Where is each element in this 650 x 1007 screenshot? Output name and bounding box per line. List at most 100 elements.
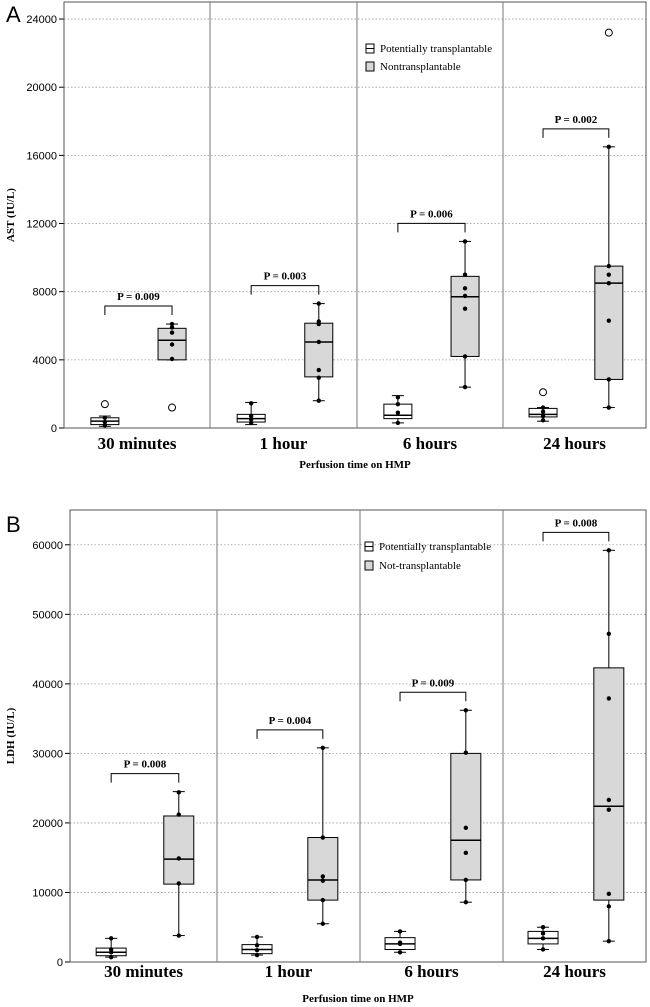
box-body bbox=[450, 752, 482, 881]
data-point bbox=[254, 934, 260, 940]
data-point bbox=[169, 330, 175, 335]
data-point bbox=[606, 405, 612, 410]
x-axis-label: Perfusion time on HMP bbox=[299, 459, 411, 471]
data-point bbox=[463, 899, 469, 905]
p-value-bracket: P = 0.006 bbox=[397, 208, 466, 233]
data-point bbox=[395, 395, 401, 400]
x-category-label: 24 hours bbox=[543, 434, 606, 453]
data-point bbox=[462, 354, 468, 359]
data-point bbox=[320, 745, 326, 751]
data-point bbox=[316, 375, 321, 380]
y-tick-label: 8000 bbox=[33, 287, 57, 299]
data-point bbox=[248, 417, 254, 422]
x-category-label: 1 hour bbox=[265, 962, 313, 981]
box-transplantable bbox=[527, 925, 559, 952]
p-value-bracket: P = 0.008 bbox=[110, 759, 180, 783]
data-point bbox=[320, 897, 326, 903]
bracket-line bbox=[399, 691, 467, 702]
bracket-line bbox=[250, 285, 320, 295]
data-point bbox=[320, 921, 326, 926]
y-tick-label: 50000 bbox=[32, 609, 63, 621]
box-transplantable bbox=[383, 395, 413, 426]
data-point bbox=[248, 401, 254, 406]
box-transplantable bbox=[90, 400, 120, 428]
data-point bbox=[397, 940, 403, 945]
y-axis-label: LDH (IU/L) bbox=[5, 707, 17, 764]
p-value-bracket: P = 0.008 bbox=[542, 517, 610, 542]
data-point bbox=[606, 891, 612, 897]
plot-frame bbox=[63, 1, 647, 429]
data-point bbox=[254, 943, 260, 948]
box-nontransplantable bbox=[450, 239, 480, 390]
p-value-label: P = 0.008 bbox=[124, 759, 167, 771]
panel-letter: B bbox=[6, 512, 21, 537]
data-point bbox=[606, 631, 612, 636]
box-nontransplantable bbox=[163, 790, 195, 938]
data-point bbox=[254, 947, 260, 953]
data-point bbox=[397, 950, 403, 955]
bracket-line bbox=[256, 729, 324, 739]
data-point bbox=[102, 415, 108, 420]
data-point bbox=[397, 929, 403, 934]
legend-swatch-nontransplantable bbox=[364, 560, 374, 571]
legend-label: Nontransplantable bbox=[380, 61, 461, 73]
outlier-point bbox=[604, 28, 613, 37]
data-point bbox=[463, 750, 469, 755]
box-nontransplantable bbox=[593, 548, 625, 944]
bracket-line bbox=[110, 773, 180, 783]
box-body bbox=[307, 837, 339, 901]
data-point bbox=[606, 797, 612, 803]
p-value-label: P = 0.008 bbox=[555, 517, 598, 529]
p-value-label: P = 0.006 bbox=[410, 208, 453, 220]
p-value-bracket: P = 0.003 bbox=[250, 271, 320, 295]
data-point bbox=[540, 418, 546, 423]
data-point bbox=[316, 339, 321, 345]
p-value-label: P = 0.002 bbox=[555, 114, 598, 126]
data-point bbox=[606, 280, 612, 286]
p-value-bracket: P = 0.009 bbox=[104, 291, 173, 316]
data-point bbox=[540, 931, 546, 936]
legend: Potentially transplantable Not-transplant… bbox=[364, 541, 491, 572]
data-point bbox=[108, 954, 114, 960]
plot-frame bbox=[69, 509, 647, 963]
p-value-label: P = 0.003 bbox=[264, 271, 307, 283]
y-tick-label: 24000 bbox=[26, 14, 57, 26]
data-point bbox=[169, 356, 175, 362]
box-body bbox=[163, 815, 195, 885]
chart-panel-a: A 0 4000 8000 12000 16000 20000 24000 AST (IU/L)… bbox=[5, 1, 647, 471]
p-value-label: P = 0.009 bbox=[117, 291, 160, 303]
data-point bbox=[606, 272, 612, 277]
bracket-line bbox=[542, 128, 610, 138]
x-category-label: 30 minutes bbox=[98, 434, 177, 453]
data-point bbox=[540, 947, 546, 952]
x-category-label: 30 minutes bbox=[104, 962, 183, 981]
box-transplantable bbox=[528, 388, 558, 423]
data-point bbox=[254, 952, 260, 958]
y-tick-label: 30000 bbox=[32, 748, 63, 760]
data-point bbox=[606, 696, 612, 701]
outlier-point bbox=[100, 400, 109, 409]
legend-label: Potentially transplantable bbox=[379, 541, 491, 553]
y-axis-label: AST (IU/L) bbox=[5, 188, 17, 242]
y-tick-label: 16000 bbox=[26, 150, 57, 162]
data-point bbox=[462, 239, 468, 244]
data-point bbox=[176, 933, 181, 938]
data-point bbox=[102, 423, 108, 428]
data-point bbox=[316, 301, 321, 306]
data-point bbox=[606, 144, 612, 150]
p-value-label: P = 0.004 bbox=[269, 715, 312, 727]
data-point bbox=[540, 405, 546, 410]
y-tick-label: 0 bbox=[51, 423, 57, 435]
data-point bbox=[320, 874, 326, 879]
data-point bbox=[316, 319, 321, 324]
p-value-bracket: P = 0.009 bbox=[399, 677, 467, 702]
legend-swatch-nontransplantable bbox=[365, 61, 375, 72]
data-point bbox=[248, 413, 254, 419]
data-point bbox=[108, 947, 114, 952]
data-point bbox=[176, 881, 181, 886]
data-point bbox=[320, 835, 326, 840]
data-point bbox=[395, 401, 401, 407]
bracket-line bbox=[104, 305, 173, 316]
box-transplantable bbox=[241, 934, 273, 958]
